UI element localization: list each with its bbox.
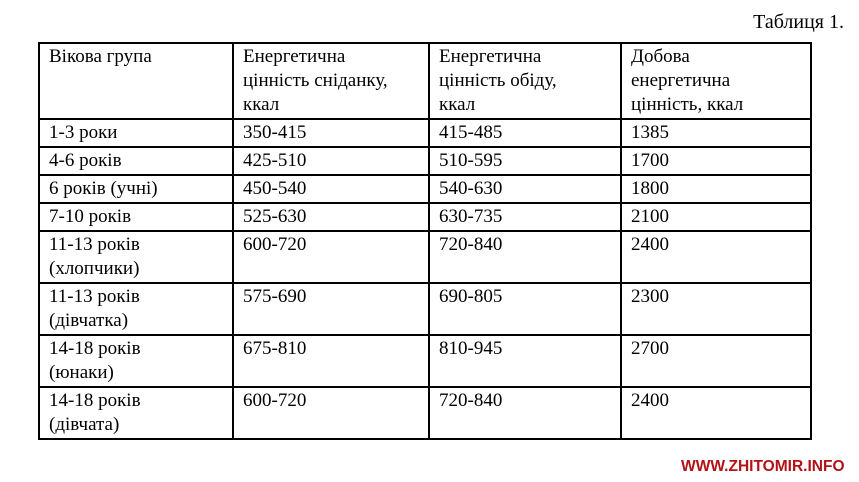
watermark: WWW.ZHITOMIR.INFO (681, 458, 845, 475)
cell-lunch-kcal: 415-485 (428, 118, 622, 148)
cell-daily-kcal: 2400 (620, 230, 812, 284)
cell-daily-kcal: 1700 (620, 146, 812, 176)
cell-lunch-kcal: 810-945 (428, 334, 622, 388)
cell-age-group: 7-10 років (38, 202, 234, 232)
column-header-breakfast-kcal: Енергетична цінність сніданку, ккал (232, 42, 430, 120)
cell-lunch-kcal: 630-735 (428, 202, 622, 232)
cell-daily-kcal: 1800 (620, 174, 812, 204)
cell-breakfast-kcal: 600-720 (232, 386, 430, 440)
column-header-age-group: Вікова група (38, 42, 234, 120)
table-row: 11-13 років (хлопчики) 600-720 720-840 2400 (38, 230, 812, 284)
cell-age-group: 11-13 років (дівчатка) (38, 282, 234, 336)
table-row: 1-3 роки 350-415 415-485 1385 (38, 118, 812, 148)
column-header-lunch-kcal: Енергетична цінність обіду, ккал (428, 42, 622, 120)
table-row: 14-18 років (дівчата) 600-720 720-840 2400 (38, 386, 812, 440)
cell-lunch-kcal: 720-840 (428, 230, 622, 284)
cell-breakfast-kcal: 525-630 (232, 202, 430, 232)
table-row: 7-10 років 525-630 630-735 2100 (38, 202, 812, 232)
cell-daily-kcal: 2300 (620, 282, 812, 336)
cell-lunch-kcal: 690-805 (428, 282, 622, 336)
cell-age-group: 1-3 роки (38, 118, 234, 148)
table-row: 14-18 років (юнаки) 675-810 810-945 2700 (38, 334, 812, 388)
cell-lunch-kcal: 540-630 (428, 174, 622, 204)
cell-age-group: 11-13 років (хлопчики) (38, 230, 234, 284)
table-row: 4-6 років 425-510 510-595 1700 (38, 146, 812, 176)
cell-daily-kcal: 1385 (620, 118, 812, 148)
cell-breakfast-kcal: 575-690 (232, 282, 430, 336)
cell-age-group: 14-18 років (дівчата) (38, 386, 234, 440)
cell-breakfast-kcal: 425-510 (232, 146, 430, 176)
cell-age-group: 6 років (учні) (38, 174, 234, 204)
cell-breakfast-kcal: 600-720 (232, 230, 430, 284)
table-row: 11-13 років (дівчатка) 575-690 690-805 2300 (38, 282, 812, 336)
cell-breakfast-kcal: 675-810 (232, 334, 430, 388)
cell-lunch-kcal: 720-840 (428, 386, 622, 440)
column-header-daily-kcal: Добова енергетична цінність, ккал (620, 42, 812, 120)
table-row: 6 років (учні) 450-540 540-630 1800 (38, 174, 812, 204)
cell-daily-kcal: 2400 (620, 386, 812, 440)
cell-lunch-kcal: 510-595 (428, 146, 622, 176)
table-header-row: Вікова група Енергетична цінність сніданк… (38, 42, 812, 120)
cell-age-group: 14-18 років (юнаки) (38, 334, 234, 388)
nutrition-table: Вікова група Енергетична цінність сніданк… (38, 42, 812, 440)
cell-age-group: 4-6 років (38, 146, 234, 176)
cell-daily-kcal: 2100 (620, 202, 812, 232)
cell-daily-kcal: 2700 (620, 334, 812, 388)
table-caption: Таблиця 1. (753, 11, 844, 33)
cell-breakfast-kcal: 450-540 (232, 174, 430, 204)
cell-breakfast-kcal: 350-415 (232, 118, 430, 148)
